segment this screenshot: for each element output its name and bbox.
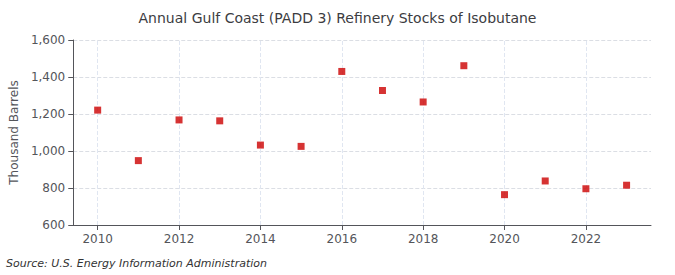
svg-text:2022: 2022: [571, 232, 602, 246]
svg-text:Thousand Barrels: Thousand Barrels: [7, 80, 21, 185]
svg-text:1,400: 1,400: [31, 70, 65, 84]
svg-text:600: 600: [42, 218, 65, 232]
svg-text:2014: 2014: [245, 232, 276, 246]
svg-text:2016: 2016: [327, 232, 358, 246]
svg-text:1,000: 1,000: [31, 144, 65, 158]
svg-text:2018: 2018: [408, 232, 439, 246]
svg-text:800: 800: [42, 181, 65, 195]
svg-text:2012: 2012: [164, 232, 195, 246]
svg-text:2010: 2010: [82, 232, 113, 246]
svg-text:1,600: 1,600: [31, 33, 65, 47]
svg-text:Source: U.S. Energy Informatio: Source: U.S. Energy Information Administ…: [6, 257, 267, 270]
svg-text:Annual Gulf Coast (PADD 3) Ref: Annual Gulf Coast (PADD 3) Refinery Stoc…: [139, 10, 537, 26]
svg-text:1,200: 1,200: [31, 107, 65, 121]
svg-text:2020: 2020: [489, 232, 520, 246]
